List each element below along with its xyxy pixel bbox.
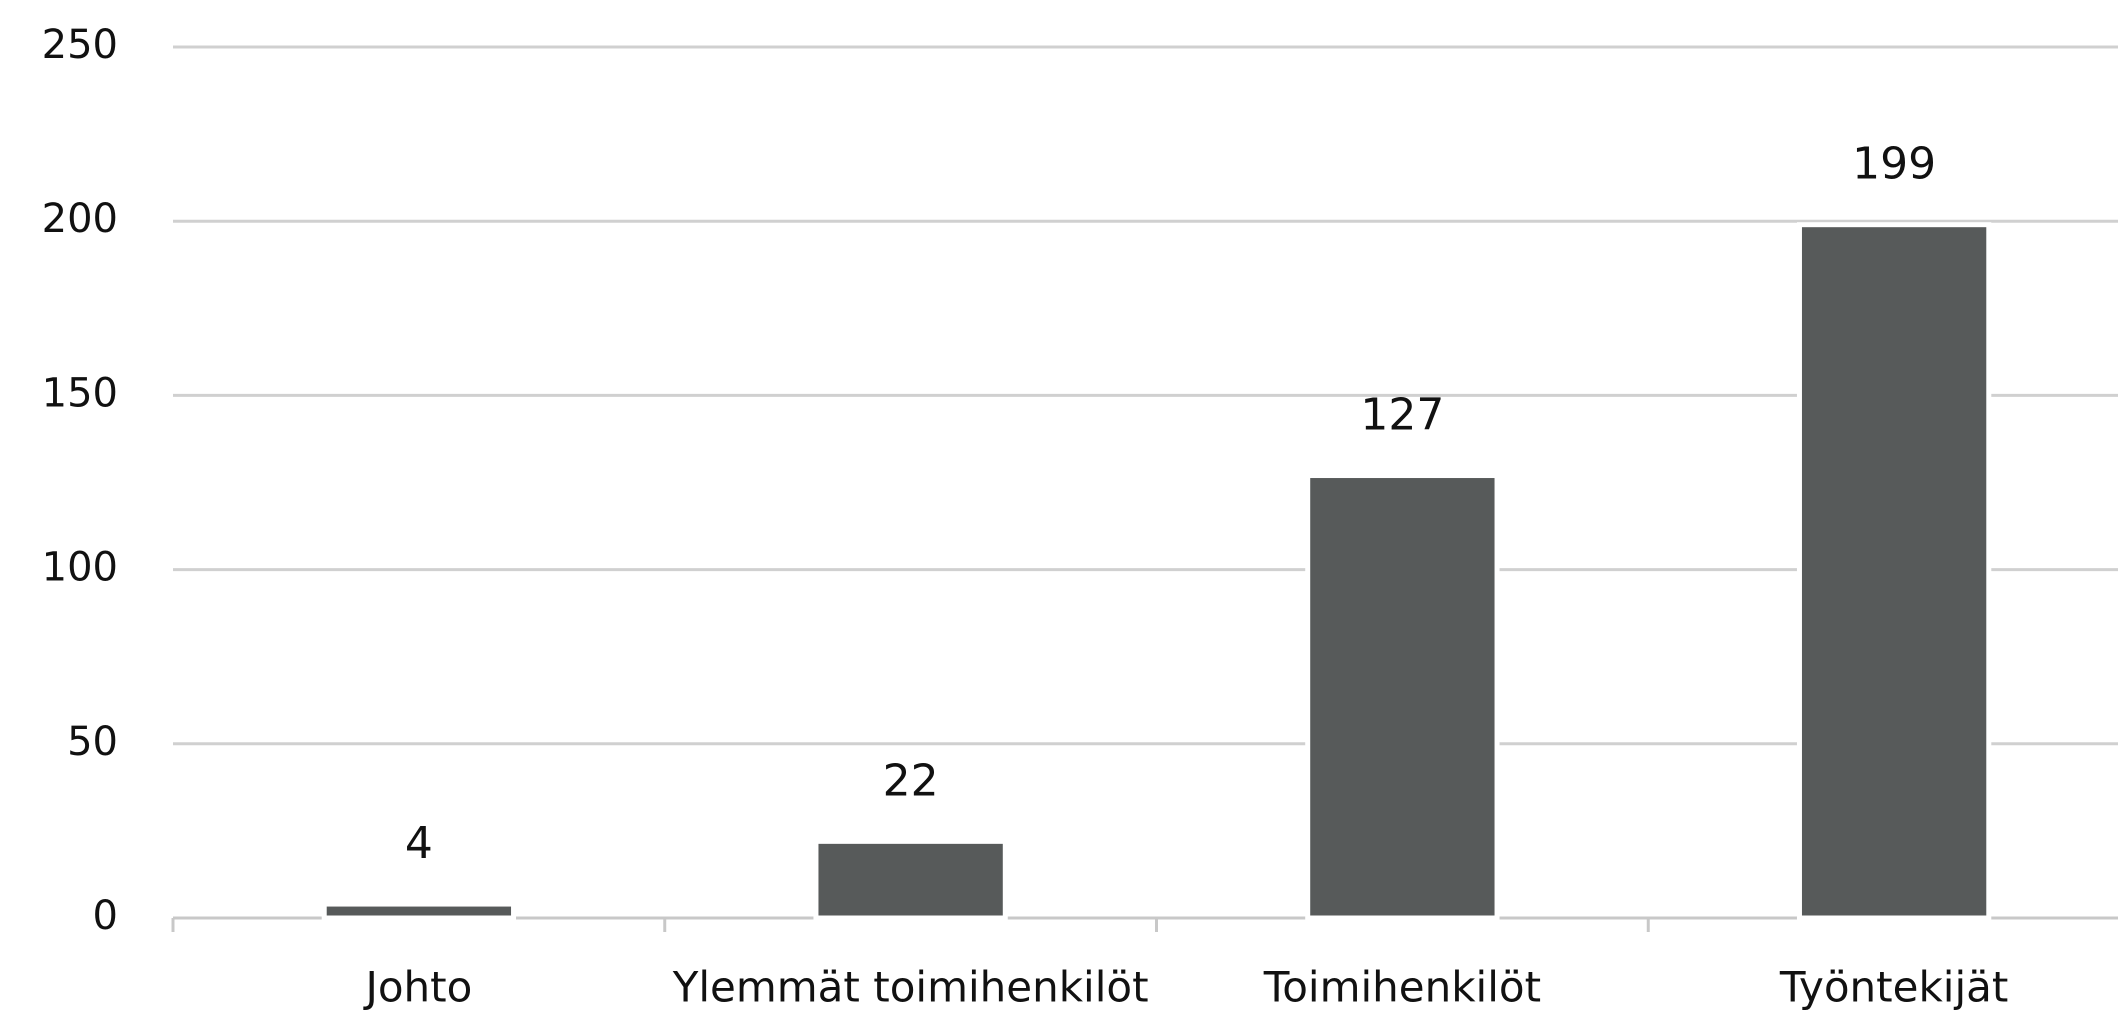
y-tick-label: 100 <box>42 545 118 591</box>
x-tick-label: Ylemmät toimihenkilöt <box>672 963 1149 1012</box>
y-tick-label: 50 <box>67 719 118 765</box>
bar <box>813 838 1008 921</box>
bar <box>1305 473 1500 921</box>
y-tick-label: 150 <box>42 370 118 416</box>
value-label: 127 <box>1360 390 1444 441</box>
value-label: 4 <box>405 818 433 869</box>
value-label: 199 <box>1852 139 1936 190</box>
y-tick-label: 0 <box>93 893 118 939</box>
x-tick-label: Työntekijät <box>1779 963 2008 1012</box>
x-tick-label: Toimihenkilöt <box>1263 963 1541 1012</box>
x-tick-label: Johto <box>362 963 472 1012</box>
value-label: 22 <box>883 755 939 806</box>
bar <box>1796 222 1992 921</box>
y-tick-label: 200 <box>42 196 118 242</box>
y-tick-label: 250 <box>42 22 118 68</box>
bar <box>321 901 517 921</box>
